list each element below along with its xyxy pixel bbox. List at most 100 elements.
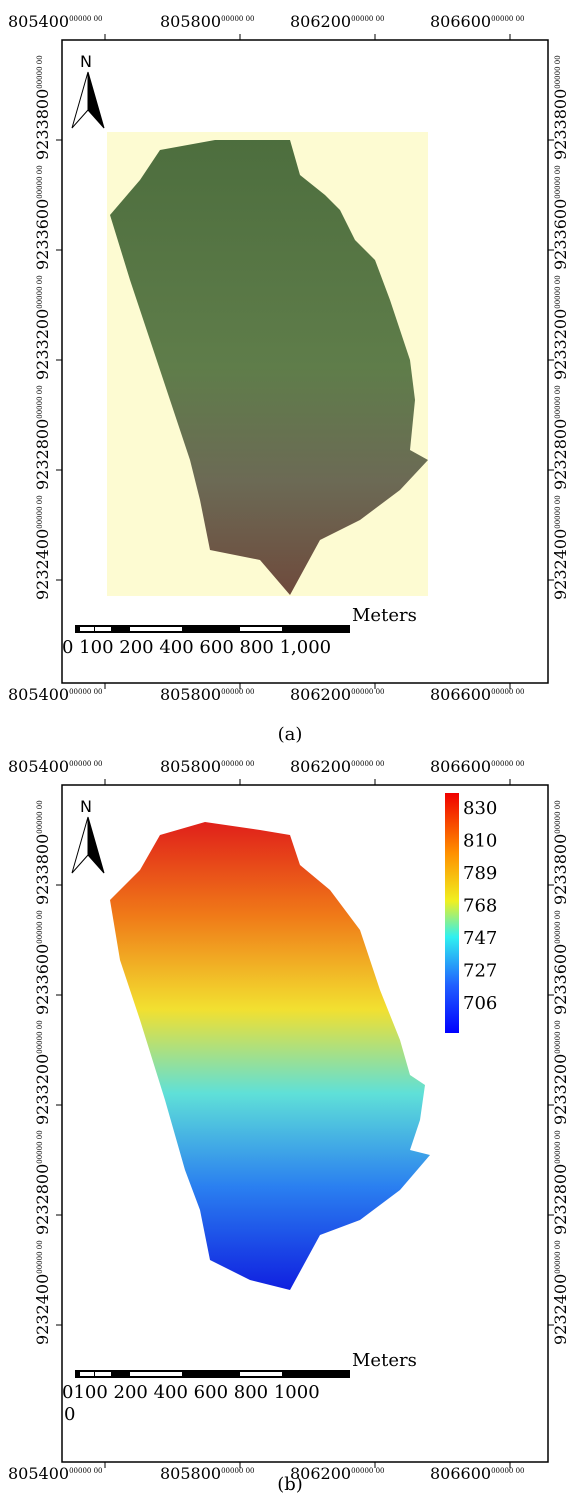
coordinate-label: 80660000000 00 bbox=[430, 685, 524, 704]
coordinate-value: 9233200 bbox=[551, 1054, 569, 1125]
coordinate-label: 80620000000 00 bbox=[290, 12, 384, 31]
legend-label: 768 bbox=[463, 896, 497, 917]
coordinate-suffix: 00000 00 bbox=[491, 15, 524, 23]
legend-label: 830 bbox=[463, 798, 497, 819]
coordinate-suffix: 00000 00 bbox=[221, 1467, 254, 1475]
coordinate-label: 923360000000 00 bbox=[33, 910, 52, 1015]
coordinate-value: 9233600 bbox=[551, 199, 569, 270]
coordinate-value: 9233800 bbox=[33, 834, 52, 905]
legend-label: 789 bbox=[463, 863, 497, 884]
coordinate-label: 80540000000 00 bbox=[8, 1464, 102, 1483]
coordinate-value: 806600 bbox=[430, 685, 491, 704]
coordinate-label: 80660000000 00 bbox=[430, 1464, 524, 1483]
coordinate-suffix: 00000 00 bbox=[36, 800, 44, 833]
coordinate-value: 806200 bbox=[290, 1464, 351, 1483]
coordinate-suffix: 00000 00 bbox=[554, 165, 562, 198]
scale-labels: 0100 200 400 600 800 1000 bbox=[62, 1382, 320, 1403]
scale-bar bbox=[75, 1370, 350, 1378]
coordinate-label: 80540000000 00 bbox=[8, 685, 102, 704]
coordinate-suffix: 00000 00 bbox=[491, 760, 524, 768]
coordinate-label: 923320000000 00 bbox=[33, 275, 52, 380]
north-arrow bbox=[71, 816, 89, 874]
coordinate-suffix: 00000 00 bbox=[36, 1240, 44, 1273]
coordinate-suffix: 00000 00 bbox=[554, 910, 562, 943]
scale-bar-segment bbox=[95, 627, 111, 631]
coordinate-value: 9233800 bbox=[33, 89, 52, 160]
coordinate-label: 80580000000 00 bbox=[160, 757, 254, 776]
coordinate-value: 9232400 bbox=[551, 1274, 569, 1345]
coordinate-suffix: 00000 00 bbox=[36, 1130, 44, 1163]
coordinate-suffix: 00000 00 bbox=[221, 688, 254, 696]
coordinate-suffix: 00000 00 bbox=[351, 688, 384, 696]
coordinate-value: 9232800 bbox=[551, 419, 569, 490]
coordinate-label: 923240000000 00 bbox=[551, 495, 569, 600]
coordinate-label: 923280000000 00 bbox=[551, 385, 569, 490]
coordinate-value: 805800 bbox=[160, 12, 221, 31]
coordinate-value: 9233600 bbox=[551, 944, 569, 1015]
coordinate-suffix: 00000 00 bbox=[69, 760, 102, 768]
coordinate-label: 923380000000 00 bbox=[33, 55, 52, 160]
coordinate-value: 9232800 bbox=[33, 419, 52, 490]
coordinate-suffix: 00000 00 bbox=[69, 1467, 102, 1475]
legend-ramp bbox=[445, 793, 459, 1033]
coordinate-suffix: 00000 00 bbox=[554, 1240, 562, 1273]
scale-bar-segment bbox=[240, 627, 282, 631]
coordinate-label: 80660000000 00 bbox=[430, 757, 524, 776]
coordinate-label: 923240000000 00 bbox=[551, 1240, 569, 1345]
scale-bar-segment bbox=[95, 1372, 111, 1376]
coordinate-suffix: 00000 00 bbox=[554, 495, 562, 528]
coordinate-suffix: 00000 00 bbox=[36, 910, 44, 943]
coordinate-value: 806200 bbox=[290, 685, 351, 704]
orthophoto bbox=[110, 140, 428, 595]
coordinate-label: 80540000000 00 bbox=[8, 12, 102, 31]
coordinate-label: 923360000000 00 bbox=[551, 165, 569, 270]
coordinate-label: 923380000000 00 bbox=[33, 800, 52, 905]
elevation-map bbox=[110, 822, 430, 1290]
coordinate-label: 923320000000 00 bbox=[33, 1020, 52, 1125]
coordinate-suffix: 00000 00 bbox=[554, 800, 562, 833]
legend-label: 727 bbox=[463, 961, 497, 982]
coordinate-label: 80580000000 00 bbox=[160, 12, 254, 31]
coordinate-value: 9232400 bbox=[33, 529, 52, 600]
coordinate-value: 9233200 bbox=[33, 309, 52, 380]
coordinate-value: 9232400 bbox=[33, 1274, 52, 1345]
scale-labels: 0 100 200 400 600 800 1,000 bbox=[62, 637, 331, 658]
coordinate-suffix: 00000 00 bbox=[554, 385, 562, 418]
coordinate-value: 806600 bbox=[430, 757, 491, 776]
coordinate-value: 9233200 bbox=[33, 1054, 52, 1125]
coordinate-value: 805400 bbox=[8, 685, 69, 704]
map-frame bbox=[61, 39, 549, 684]
coordinate-suffix: 00000 00 bbox=[221, 760, 254, 768]
coordinate-label: 923280000000 00 bbox=[33, 1130, 52, 1235]
coordinate-label: 80620000000 00 bbox=[290, 757, 384, 776]
coordinate-value: 9232800 bbox=[33, 1164, 52, 1235]
coordinate-label: 923380000000 00 bbox=[551, 800, 569, 905]
scale-bar bbox=[75, 625, 350, 633]
coordinate-suffix: 00000 00 bbox=[554, 275, 562, 308]
coordinate-label: 80580000000 00 bbox=[160, 1464, 254, 1483]
coordinate-value: 9232400 bbox=[551, 529, 569, 600]
coordinate-suffix: 00000 00 bbox=[554, 1130, 562, 1163]
coordinate-suffix: 00000 00 bbox=[69, 15, 102, 23]
coordinate-suffix: 00000 00 bbox=[554, 1020, 562, 1053]
coordinate-label: 80580000000 00 bbox=[160, 685, 254, 704]
coordinate-suffix: 00000 00 bbox=[36, 55, 44, 88]
coordinate-label: 80620000000 00 bbox=[290, 685, 384, 704]
coordinate-label: 923320000000 00 bbox=[551, 1020, 569, 1125]
coordinate-value: 805800 bbox=[160, 757, 221, 776]
coordinate-suffix: 00000 00 bbox=[36, 165, 44, 198]
scale-bar-segment bbox=[80, 1372, 94, 1376]
coordinate-suffix: 00000 00 bbox=[69, 688, 102, 696]
coordinate-label: 923320000000 00 bbox=[551, 275, 569, 380]
coordinate-value: 806600 bbox=[430, 12, 491, 31]
coordinate-suffix: 00000 00 bbox=[36, 1020, 44, 1053]
caption: (a) bbox=[278, 724, 303, 745]
coordinate-value: 806600 bbox=[430, 1464, 491, 1483]
north-label: N bbox=[80, 52, 92, 71]
coordinate-label: 923380000000 00 bbox=[551, 55, 569, 160]
scale-bar-segment bbox=[130, 1372, 182, 1376]
scale-unit: Meters bbox=[352, 605, 417, 626]
coordinate-value: 9233200 bbox=[551, 309, 569, 380]
coordinate-value: 9233600 bbox=[33, 199, 52, 270]
